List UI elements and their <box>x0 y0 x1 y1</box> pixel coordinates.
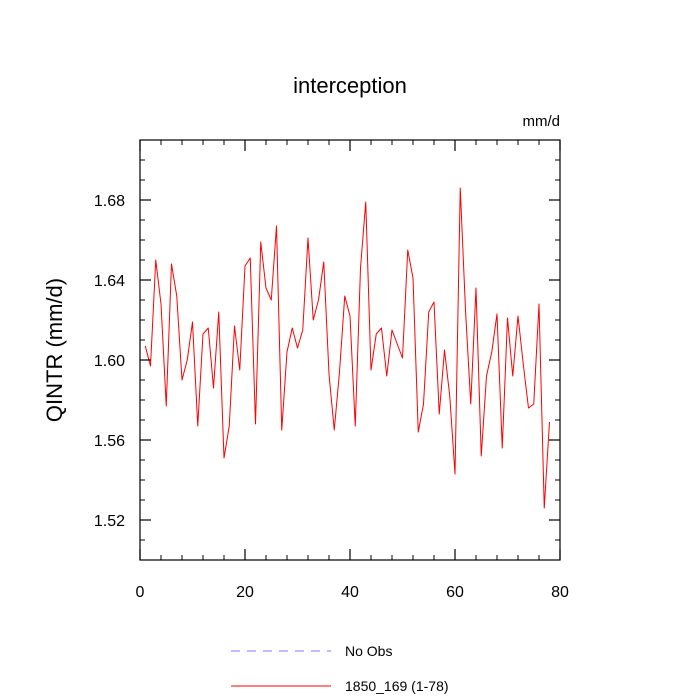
x-tick-label: 20 <box>236 584 254 601</box>
y-tick-label: 1.60 <box>94 353 125 370</box>
x-tick-label: 40 <box>341 584 359 601</box>
legend-label-model: 1850_169 (1-78) <box>345 678 449 694</box>
y-tick-label: 1.56 <box>94 433 125 450</box>
x-tick-label: 60 <box>446 584 464 601</box>
plot-frame <box>139 139 561 561</box>
y-tick-label: 1.52 <box>94 513 125 530</box>
chart-title: interception <box>293 73 407 98</box>
series-line <box>144 187 550 509</box>
x-tick-label: 0 <box>136 584 145 601</box>
y-tick-label: 1.64 <box>94 273 125 290</box>
ticks-layer: 0 20 40 60 80 1.52 1.56 1.60 1.64 1.68 <box>94 140 569 601</box>
y-tick-label: 1.68 <box>94 193 125 210</box>
legend: No Obs 1850_169 (1-78) <box>231 643 449 694</box>
y-axis-label: QINTR (mm/d) <box>42 278 67 422</box>
units-label: mm/d <box>523 113 561 130</box>
legend-label-no-obs: No Obs <box>345 643 392 659</box>
x-tick-label: 80 <box>551 584 569 601</box>
series-layer <box>144 187 550 509</box>
